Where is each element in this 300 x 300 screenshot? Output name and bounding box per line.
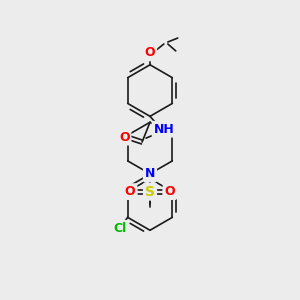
- Text: O: O: [125, 185, 136, 198]
- Text: Cl: Cl: [113, 222, 126, 235]
- Text: S: S: [145, 184, 155, 199]
- Text: NH: NH: [154, 123, 174, 136]
- Text: N: N: [145, 167, 155, 180]
- Text: O: O: [164, 185, 175, 198]
- Text: O: O: [145, 46, 155, 59]
- Text: O: O: [119, 130, 130, 144]
